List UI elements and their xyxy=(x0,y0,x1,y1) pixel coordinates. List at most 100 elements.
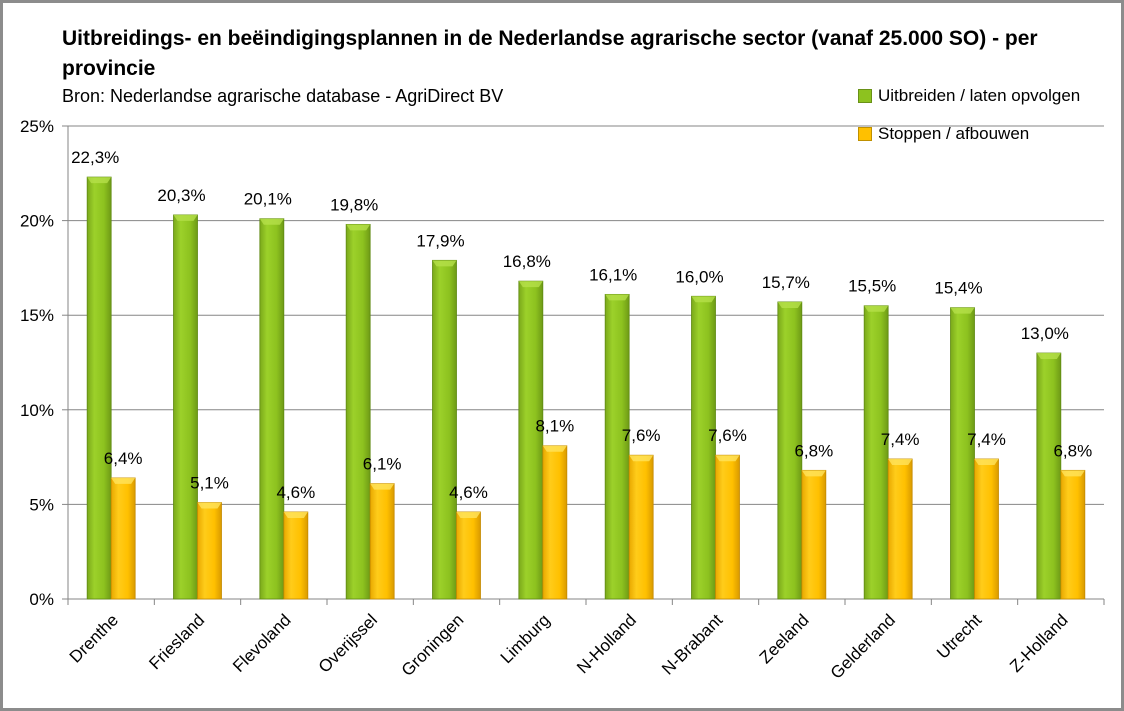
x-tick-label: Groningen xyxy=(398,610,468,680)
data-label: 16,0% xyxy=(675,267,723,286)
legend-label: Uitbreiden / laten opvolgen xyxy=(878,86,1081,105)
x-tick-label: Gelderland xyxy=(827,610,899,682)
data-label: 7,4% xyxy=(967,430,1006,449)
bar-stoppen xyxy=(542,445,568,600)
bar-bevel xyxy=(432,260,457,267)
legend-item-uitbreiden: Uitbreiden / laten opvolgen xyxy=(858,84,1080,108)
y-tick-label: 5% xyxy=(29,495,54,514)
bar-uitbreiden xyxy=(518,280,544,600)
x-tick-label: Zeeland xyxy=(756,610,813,667)
y-tick-label: 10% xyxy=(20,401,54,420)
bar-uitbreiden xyxy=(86,176,112,600)
x-tick-label: N-Holland xyxy=(573,610,640,677)
data-label: 8,1% xyxy=(535,417,574,436)
bar-bevel xyxy=(283,511,308,518)
bar-bevel xyxy=(197,502,222,509)
data-label: 16,1% xyxy=(589,265,637,284)
bar-bevel xyxy=(111,477,136,484)
bar-stoppen xyxy=(1060,469,1086,600)
data-label: 6,8% xyxy=(1053,441,1092,460)
bar-bevel xyxy=(888,458,913,465)
bar-stoppen xyxy=(887,458,913,600)
bar-bevel xyxy=(370,483,395,490)
x-tick-label: Z-Holland xyxy=(1006,610,1072,676)
data-label: 20,3% xyxy=(157,186,205,205)
data-label: 6,8% xyxy=(794,441,833,460)
bar-bevel xyxy=(518,281,543,288)
bar-uitbreiden xyxy=(691,295,716,600)
bar-stoppen xyxy=(283,511,309,600)
chart-subtitle: Bron: Nederlandse agrarische database - … xyxy=(62,86,504,106)
bar-stoppen xyxy=(715,454,740,600)
legend: Uitbreiden / laten opvolgen Stoppen / af… xyxy=(858,84,1080,160)
bar-stoppen xyxy=(369,483,395,600)
bar-bevel xyxy=(542,445,567,452)
bar-bevel xyxy=(1036,353,1061,360)
legend-item-stoppen: Stoppen / afbouwen xyxy=(858,122,1080,146)
data-label: 16,8% xyxy=(503,252,551,271)
bar-stoppen xyxy=(801,469,827,600)
bar-bevel xyxy=(864,305,889,312)
bar-bevel xyxy=(950,307,975,314)
bar-stoppen xyxy=(628,454,654,600)
bar-stoppen xyxy=(197,502,222,600)
data-label: 7,6% xyxy=(622,426,661,445)
bar-bevel xyxy=(346,224,371,231)
chart-title: Uitbreidings- en beëindigingsplannen in … xyxy=(62,27,1038,80)
bar-bevel xyxy=(974,458,999,465)
x-tick-label: Overijssel xyxy=(315,610,381,676)
data-label: 22,3% xyxy=(71,148,119,167)
data-label: 7,6% xyxy=(708,426,747,445)
bar-bevel xyxy=(629,455,654,462)
bar-bevel xyxy=(173,214,198,221)
bar-bevel xyxy=(87,177,112,184)
bar-bevel xyxy=(691,296,716,303)
bar-bevel xyxy=(777,301,802,308)
bar-stoppen xyxy=(456,511,481,600)
data-label: 20,1% xyxy=(244,190,292,209)
data-label: 15,7% xyxy=(762,273,810,292)
bar-uitbreiden xyxy=(777,301,803,600)
y-tick-label: 25% xyxy=(20,117,54,136)
bar-uitbreiden xyxy=(345,223,371,600)
data-label: 4,6% xyxy=(276,483,315,502)
bar-bevel xyxy=(456,511,481,518)
legend-swatch-green xyxy=(858,89,872,103)
bar-uitbreiden xyxy=(432,259,457,600)
y-tick-label: 20% xyxy=(20,212,54,231)
x-tick-label: Limburg xyxy=(497,610,554,667)
y-tick-label: 0% xyxy=(29,590,54,609)
data-label: 4,6% xyxy=(449,483,488,502)
bar-bevel xyxy=(801,470,826,477)
bar-uitbreiden xyxy=(604,293,630,600)
bar-uitbreiden xyxy=(950,307,975,600)
bar-uitbreiden xyxy=(863,305,889,600)
data-label: 6,1% xyxy=(363,455,402,474)
x-tick-label: Flevoland xyxy=(229,610,295,676)
x-tick-label: Friesland xyxy=(145,610,208,673)
bar-bevel xyxy=(605,294,630,301)
data-label: 17,9% xyxy=(416,231,464,250)
legend-label: Stoppen / afbouwen xyxy=(878,124,1030,143)
data-label: 6,4% xyxy=(104,449,143,468)
data-label: 19,8% xyxy=(330,195,378,214)
y-tick-label: 15% xyxy=(20,306,54,325)
bar-stoppen xyxy=(974,458,999,600)
legend-swatch-yellow xyxy=(858,127,872,141)
data-label: 5,1% xyxy=(190,474,229,493)
bar-uitbreiden xyxy=(173,214,198,600)
bar-uitbreiden xyxy=(259,218,285,600)
bar-uitbreiden xyxy=(1036,352,1062,600)
x-tick-label: N-Brabant xyxy=(658,610,726,678)
data-label: 15,5% xyxy=(848,277,896,296)
data-label: 7,4% xyxy=(881,430,920,449)
bar-bevel xyxy=(259,218,284,225)
x-tick-label: Drenthe xyxy=(66,610,122,666)
bar-stoppen xyxy=(110,477,136,600)
bar-bevel xyxy=(715,455,740,462)
data-label: 13,0% xyxy=(1021,324,1069,343)
x-tick-label: Utrecht xyxy=(933,610,985,662)
data-label: 15,4% xyxy=(934,279,982,298)
bar-bevel xyxy=(1060,470,1085,477)
